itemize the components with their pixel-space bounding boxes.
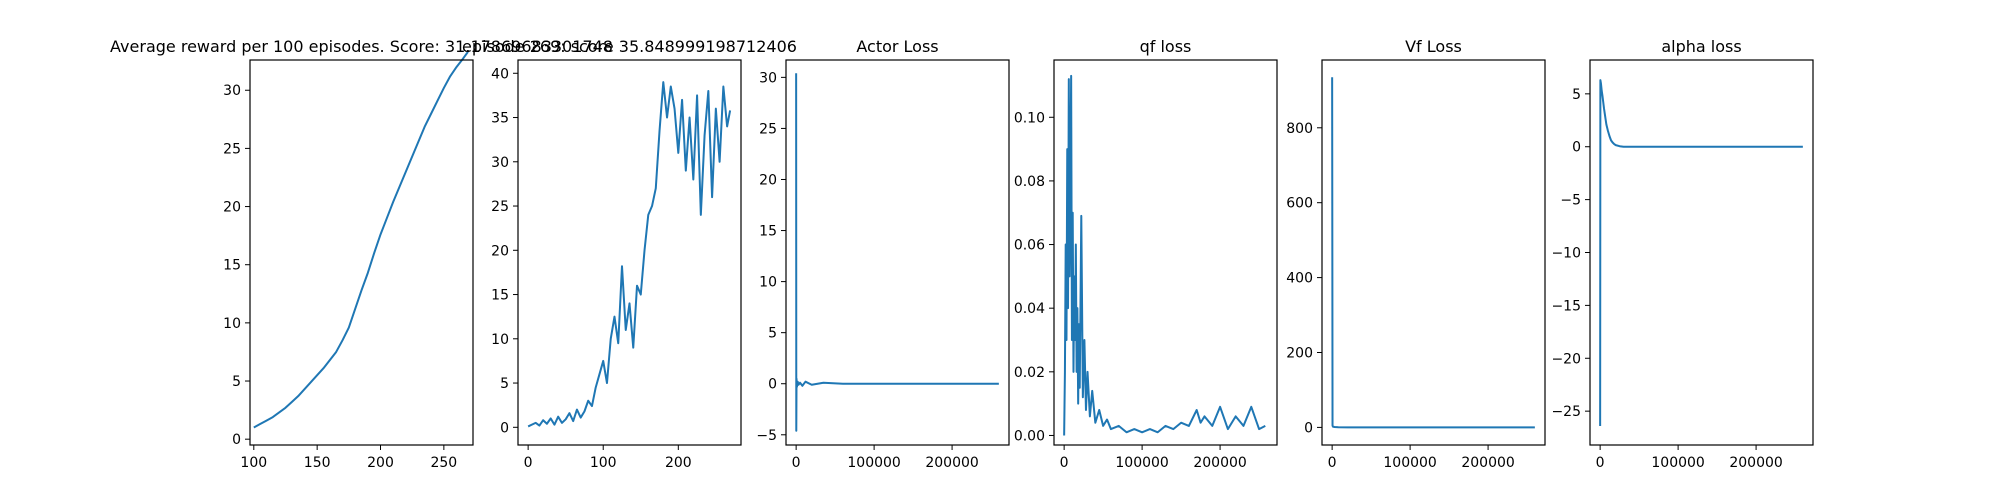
x-tick-label: 100000 (1115, 455, 1168, 471)
y-tick-label: 30 (759, 70, 777, 86)
y-tick-label: 0.06 (1014, 238, 1045, 254)
subplot-title: Vf Loss (1405, 37, 1462, 56)
y-tick-label: 5 (500, 376, 509, 392)
y-tick-label: 15 (759, 224, 777, 240)
x-tick-label: 0 (1060, 455, 1069, 471)
y-tick-label: 15 (491, 288, 509, 304)
y-tick-label: 0.08 (1014, 174, 1045, 190)
y-tick-label: 10 (759, 275, 777, 291)
y-tick-label: −15 (1551, 298, 1581, 314)
x-tick-label: 100000 (1383, 455, 1436, 471)
subplot-2: episode 269: score 35.848999198712406 0 10… (462, 37, 797, 471)
y-tick-label: 10 (223, 316, 241, 332)
y-tick-label: 0.02 (1014, 365, 1045, 381)
y-tick-label: 0 (768, 377, 777, 393)
y-tick-label: 0.10 (1014, 110, 1045, 126)
x-tick-label: 200000 (1729, 455, 1782, 471)
y-tick-label: 5 (768, 326, 777, 342)
x-tick-label: 150 (304, 455, 331, 471)
y-tick-label: 0 (1572, 140, 1581, 156)
x-tick-label: 0 (1596, 455, 1605, 471)
y-tick-label: −5 (1560, 193, 1581, 209)
x-tick-label: 100 (590, 455, 617, 471)
subplot-3: Actor Loss 0 100000 200000 −5 0 5 10 15 20 25 30 (756, 37, 1010, 471)
x-tick-label: 200000 (925, 455, 978, 471)
subplot-4: qf loss 0 100000 200000 0.00 0.02 0.04 0.06 0.08… (1014, 37, 1278, 471)
axes-frame (249, 59, 474, 446)
y-tick-label: 20 (759, 172, 777, 188)
y-tick-label: 0.00 (1014, 428, 1045, 444)
y-tick-label: 30 (223, 83, 241, 99)
y-tick-label: 200 (1286, 345, 1313, 361)
subplot-title: qf loss (1140, 37, 1192, 56)
subplot-title: Average reward per 100 episodes. Score: … (110, 37, 613, 56)
subplot-title: alpha loss (1661, 37, 1741, 56)
series-line-1 (527, 81, 732, 428)
x-tick-label: 200000 (1461, 455, 1514, 471)
y-tick-label: 15 (223, 258, 241, 274)
series-line-1 (795, 73, 999, 432)
y-tick-label: −5 (756, 428, 777, 444)
x-tick-label: 0 (1328, 455, 1337, 471)
subplot-5: Vf Loss 0 100000 200000 0 200 400 600 800 (1286, 37, 1546, 471)
y-tick-label: 0 (1304, 420, 1313, 436)
subplot-title: Actor Loss (856, 37, 938, 56)
y-tick-label: 800 (1286, 121, 1313, 137)
series-line-1 (1331, 77, 1535, 429)
y-tick-label: −20 (1551, 351, 1581, 367)
axes-frame (1321, 59, 1546, 446)
y-tick-label: 25 (759, 121, 777, 137)
x-tick-label: 200 (367, 455, 394, 471)
x-tick-label: 0 (524, 455, 533, 471)
y-tick-label: 5 (1572, 87, 1581, 103)
y-tick-label: 30 (491, 155, 509, 171)
y-tick-label: −10 (1551, 246, 1581, 262)
subplot-title: episode 269: score 35.848999198712406 (462, 37, 797, 56)
axes-frame (1053, 59, 1278, 446)
x-tick-label: 100000 (1651, 455, 1704, 471)
y-tick-label: 10 (491, 332, 509, 348)
x-tick-label: 0 (792, 455, 801, 471)
y-tick-label: 0 (500, 420, 509, 436)
axes-frame (785, 59, 1010, 446)
y-tick-label: 600 (1286, 196, 1313, 212)
y-tick-label: 20 (223, 200, 241, 216)
subplot-1: Average reward per 100 episodes. Score: … (110, 37, 613, 471)
axes-frame (517, 59, 742, 446)
series-line-1 (253, 51, 469, 429)
y-tick-label: 20 (491, 243, 509, 259)
x-tick-label: 100 (240, 455, 267, 471)
y-tick-label: 0.04 (1014, 301, 1045, 317)
y-tick-label: 35 (491, 111, 509, 127)
y-tick-label: 5 (232, 374, 241, 390)
subplot-6: alpha loss 0 100000 200000 −25 −20 −15 −10 −5 0 5 (1551, 37, 1814, 471)
x-tick-label: 250 (430, 455, 457, 471)
y-tick-label: 25 (223, 141, 241, 157)
axes-frame (1589, 59, 1814, 446)
y-tick-label: −25 (1551, 404, 1581, 420)
series-line-1 (1063, 74, 1266, 436)
x-tick-label: 200000 (1193, 455, 1246, 471)
x-tick-label: 200 (665, 455, 692, 471)
y-tick-label: 25 (491, 199, 509, 215)
y-tick-label: 0 (232, 432, 241, 448)
series-line-1 (1599, 79, 1803, 426)
y-tick-label: 40 (491, 66, 509, 82)
y-tick-label: 400 (1286, 271, 1313, 287)
x-tick-label: 100000 (847, 455, 900, 471)
